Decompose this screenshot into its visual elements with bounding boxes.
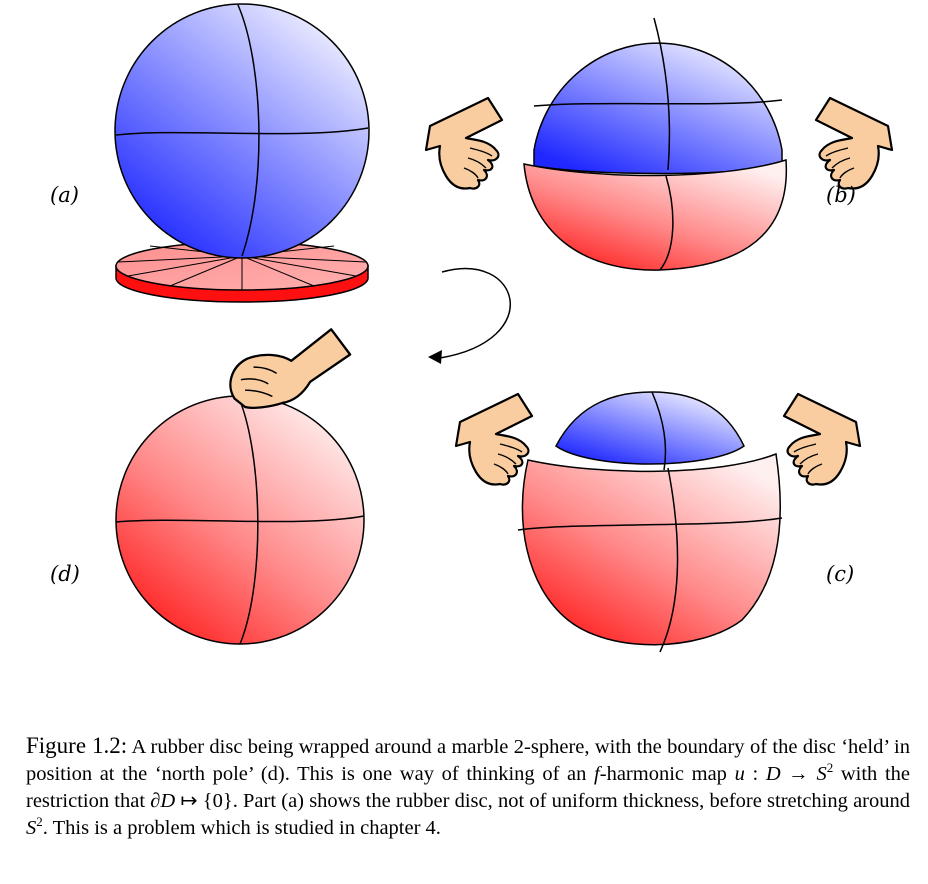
- panel-d-illustration: [115, 328, 365, 645]
- marble-sphere-blue: [555, 391, 745, 471]
- math-arrow: →: [780, 763, 817, 785]
- caption-text: . Part (a) shows the rubber disc, not of…: [232, 790, 910, 812]
- math-colon: :: [744, 763, 766, 785]
- marble-sphere-blue: [533, 17, 783, 175]
- wrapped-sphere-red: [115, 395, 365, 645]
- panel-label-a: (a): [50, 183, 79, 207]
- hand-icon: [782, 392, 862, 486]
- figure-number: Figure 1.2:: [26, 733, 128, 758]
- panel-b-illustration: [424, 17, 894, 271]
- math-S: S: [816, 763, 827, 785]
- math-superscript: 2: [826, 760, 834, 776]
- hand-icon: [454, 392, 534, 486]
- math-superscript: 2: [36, 814, 43, 830]
- rotation-arrow-icon: [428, 267, 512, 364]
- math-D: D: [765, 763, 781, 785]
- marble-sphere-blue: [114, 3, 370, 259]
- hand-icon: [814, 96, 894, 190]
- caption-text: . This is a problem which is studied in …: [42, 817, 441, 839]
- panel-label-c: (c): [826, 562, 855, 586]
- math-S: S: [26, 817, 37, 839]
- rubber-disc-wrapped: [517, 452, 783, 653]
- caption-text: with the restriction that: [26, 763, 910, 812]
- panel-label-b: (b): [826, 183, 856, 207]
- caption-text: -harmonic map: [599, 763, 735, 785]
- panel-label-d: (d): [50, 562, 80, 586]
- figure-illustration: [114, 3, 894, 653]
- rubber-disc-wrapped: [523, 159, 788, 271]
- panel-a-illustration: [114, 3, 370, 303]
- panel-c-illustration: [454, 391, 862, 653]
- math-u: u: [734, 763, 745, 785]
- hand-icon: [229, 328, 352, 409]
- hand-icon: [424, 96, 504, 190]
- math-mapsto: ↦ {0}: [175, 790, 233, 812]
- caption-text: A rubber disc being wrapped around a mar…: [26, 736, 910, 785]
- math-boundary: ∂D: [150, 790, 176, 812]
- math-f: f: [594, 763, 600, 785]
- figure-caption: Figure 1.2: A rubber disc being wrapped …: [26, 732, 910, 842]
